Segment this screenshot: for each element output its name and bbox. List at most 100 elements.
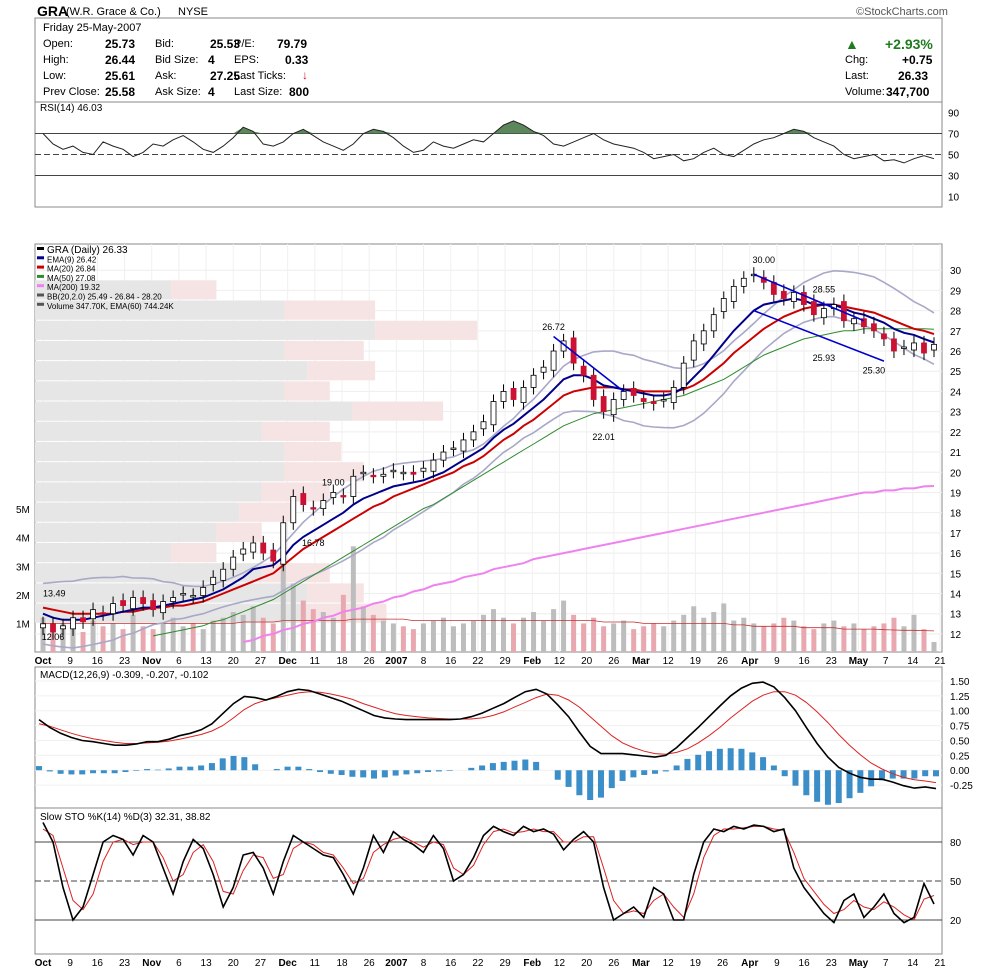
macd-histogram-bar bbox=[641, 770, 648, 775]
price-x-label: 26 bbox=[608, 656, 620, 667]
volume-bar bbox=[891, 617, 897, 652]
candle-body bbox=[180, 593, 187, 596]
volume-bar bbox=[260, 617, 266, 652]
volume-bar bbox=[480, 614, 486, 652]
macd-histogram-bar bbox=[230, 755, 237, 771]
macd-histogram-bar bbox=[878, 770, 885, 781]
macd-histogram-bar bbox=[662, 770, 669, 772]
price-annotation: 30.00 bbox=[753, 255, 776, 265]
volume-profile-bar bbox=[284, 300, 376, 320]
candle-body bbox=[440, 451, 447, 461]
volume-profile bbox=[35, 280, 478, 623]
macd-histogram-bar bbox=[144, 769, 151, 771]
volume-profile-bar bbox=[35, 320, 376, 340]
sto-x-label: 16 bbox=[445, 958, 457, 969]
ask-value: 27.25 bbox=[210, 69, 241, 83]
lastsize-label: Last Size: bbox=[234, 86, 283, 98]
price-tick: 25 bbox=[950, 367, 962, 378]
volume-bar bbox=[761, 626, 767, 652]
candle-body bbox=[330, 492, 337, 498]
macd-tick: 0.75 bbox=[950, 722, 970, 733]
rsi-tick: 70 bbox=[948, 130, 960, 141]
candle-body bbox=[510, 388, 517, 400]
candle-body bbox=[730, 285, 737, 302]
volume-profile-bar bbox=[35, 482, 262, 502]
macd-histogram-bar bbox=[608, 770, 615, 789]
volume-bar bbox=[801, 626, 807, 652]
volume-tick: 3M bbox=[16, 562, 30, 573]
volume-bars bbox=[40, 543, 937, 652]
candle-body bbox=[620, 391, 627, 400]
price-tick: 30 bbox=[950, 266, 962, 277]
volume-profile-bar bbox=[261, 421, 330, 441]
sto-x-label: 7 bbox=[883, 958, 889, 969]
candle-body bbox=[430, 459, 437, 472]
volume-profile-bar bbox=[284, 381, 330, 401]
volume-tick: 1M bbox=[16, 619, 30, 630]
prevclose-value: 25.58 bbox=[105, 85, 136, 99]
price-tick: 18 bbox=[950, 509, 962, 520]
price-tick: 28 bbox=[950, 307, 962, 318]
price-x-label: 16 bbox=[799, 656, 811, 667]
sto-x-label: 6 bbox=[176, 958, 182, 969]
volume-bar bbox=[110, 623, 116, 652]
volume-bar bbox=[611, 623, 617, 652]
volume-bar bbox=[841, 626, 847, 652]
volume-bar bbox=[621, 620, 627, 652]
candle-body bbox=[630, 388, 637, 396]
volume-bar bbox=[270, 623, 276, 652]
volume-bar bbox=[360, 606, 366, 652]
volume-bar bbox=[831, 620, 837, 652]
legend-swatch bbox=[37, 302, 44, 306]
candle-body bbox=[260, 542, 267, 554]
high-value: 26.44 bbox=[105, 53, 136, 67]
candle-body bbox=[400, 471, 407, 475]
volume-bar bbox=[901, 626, 907, 652]
candle-body bbox=[370, 474, 377, 478]
candle-body bbox=[650, 401, 657, 404]
candle-body bbox=[921, 342, 927, 354]
candle-body bbox=[50, 623, 56, 633]
candle-body bbox=[40, 623, 46, 629]
price-x-label: 6 bbox=[176, 656, 182, 667]
candle-body bbox=[100, 612, 106, 615]
macd-histogram-bar bbox=[219, 758, 226, 771]
macd-histogram-bar bbox=[403, 770, 410, 775]
watermark: ©StockCharts.com bbox=[856, 6, 948, 18]
trend-lines bbox=[553, 273, 885, 393]
price-x-label: 23 bbox=[119, 656, 131, 667]
macd-histogram-bar bbox=[111, 770, 118, 774]
volume-profile-bar bbox=[35, 280, 172, 300]
candle-body bbox=[710, 314, 717, 332]
price-tick: 17 bbox=[950, 529, 962, 540]
volume-bar bbox=[681, 614, 687, 652]
price-annotation: 13.49 bbox=[43, 589, 66, 599]
macd-histogram-bar bbox=[36, 766, 42, 771]
macd-histogram-bar bbox=[468, 767, 475, 771]
macd-tick: 1.00 bbox=[950, 707, 970, 718]
candle-body bbox=[530, 374, 537, 388]
price-x-label: 7 bbox=[883, 656, 889, 667]
ma50-line bbox=[153, 328, 935, 637]
chg-value: +0.75 bbox=[902, 53, 933, 67]
bid-label: Bid: bbox=[155, 38, 174, 50]
macd-title: MACD(12,26,9) -0.309, -0.207, -0.102 bbox=[40, 670, 209, 681]
sto-x-label: 18 bbox=[336, 958, 348, 969]
legend-entry: BB(20,2.0) 25.49 - 26.84 - 28.20 bbox=[47, 293, 162, 302]
price-tick: 26 bbox=[950, 347, 962, 358]
last-value: 26.33 bbox=[898, 69, 929, 83]
volume-bar bbox=[771, 623, 777, 652]
price-x-label: 18 bbox=[336, 656, 348, 667]
macd-tick: 0.50 bbox=[950, 736, 970, 747]
price-x-label: 11 bbox=[310, 656, 321, 667]
price-x-label: 22 bbox=[472, 656, 484, 667]
volume-profile-bar bbox=[35, 381, 285, 401]
volume-bar bbox=[220, 617, 226, 652]
macd-histogram-bar bbox=[46, 770, 53, 772]
candle-body bbox=[240, 548, 247, 555]
price-tick: 15 bbox=[950, 569, 962, 580]
price-tick: 16 bbox=[950, 549, 962, 560]
candle-body bbox=[871, 323, 877, 332]
price-tick: 21 bbox=[950, 448, 962, 459]
price-annotation: 12.06 bbox=[42, 632, 65, 642]
